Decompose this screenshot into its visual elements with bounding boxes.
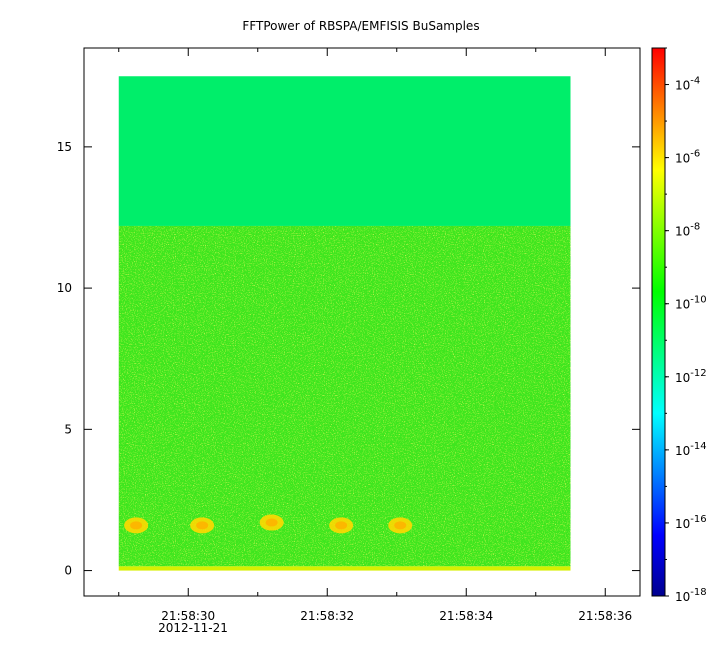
y-tick-label: 10: [57, 281, 72, 295]
colorbar-tick-label: 10-6: [675, 149, 700, 166]
colorbar-tick-label: 10-4: [675, 76, 700, 93]
heatmap-band: [118, 566, 571, 571]
heatmap-burst-core: [335, 521, 348, 530]
colorbar-tick-label: 10-14: [675, 441, 707, 458]
heatmap-burst-core: [196, 521, 209, 530]
x-tick-label: 21:58:34: [439, 609, 493, 623]
y-tick-label: 15: [57, 140, 72, 154]
heatmap-band: [118, 76, 571, 226]
x-tick-label: 21:58:36: [578, 609, 632, 623]
colorbar-tick-label: 10-12: [675, 368, 707, 385]
y-tick-label: 0: [64, 564, 72, 578]
colorbar: [651, 47, 666, 597]
heatmap-burst-core: [265, 518, 278, 527]
x-date-label: 2012-11-21: [158, 621, 228, 635]
x-axis: 21:58:30 21:58:32 21:58:34 21:58:36: [118, 48, 632, 623]
colorbar-tick-label: 10-10: [675, 295, 707, 312]
colorbar-axis: 10-4 10-6 10-8 10-10 10-12 10-14 10-16 10-18: [665, 47, 707, 604]
chart-title: FFTPower of RBSPA/EMFISIS BuSamples: [242, 19, 479, 33]
y-tick-label: 5: [64, 422, 72, 436]
heatmap-burst-core: [394, 521, 407, 530]
colorbar-tick-label: 10-16: [675, 514, 707, 531]
x-tick-label: 21:58:32: [300, 609, 354, 623]
heatmap: [118, 76, 571, 571]
y-axis: 0 5 10 15: [57, 140, 640, 578]
colorbar-tick-label: 10-18: [675, 587, 707, 604]
heatmap-burst-core: [130, 521, 143, 530]
heatmap-speckle: [118, 225, 571, 567]
x-tick-label: 21:58:30: [161, 609, 215, 623]
colorbar-tick-label: 10-8: [675, 222, 700, 239]
